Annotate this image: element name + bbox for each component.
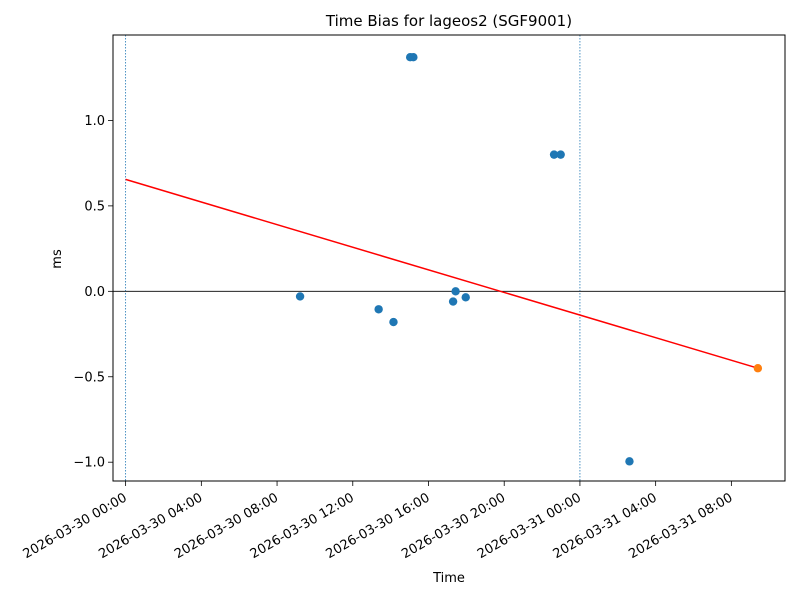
y-tick-label: −0.5 [73, 370, 105, 385]
highlighted-data-point [753, 364, 763, 373]
data-point [448, 297, 458, 306]
trend-line [125, 178, 759, 369]
data-point [556, 150, 565, 159]
y-tick-label: 1.0 [84, 114, 105, 129]
y-tick-label: −1.0 [73, 456, 105, 471]
data-point [409, 53, 418, 62]
y-tick-label: 0.0 [84, 285, 105, 300]
data-point [625, 457, 634, 466]
plot-area [112, 34, 786, 482]
data-point [451, 287, 460, 296]
chart-title: Time Bias for lageos2 (SGF9001) [325, 12, 572, 30]
y-tick-label: 0.5 [84, 199, 105, 214]
data-point [389, 317, 398, 327]
plot-frame [112, 34, 786, 482]
y-axis-ticks: −1.0 −0.5 0.0 0.5 1.0 [73, 114, 113, 471]
data-point [374, 305, 383, 314]
data-point [461, 293, 470, 302]
data-point [549, 150, 559, 159]
x-axis-label: Time [432, 571, 465, 586]
y-axis-label: ms [50, 249, 65, 269]
data-point [295, 292, 305, 301]
